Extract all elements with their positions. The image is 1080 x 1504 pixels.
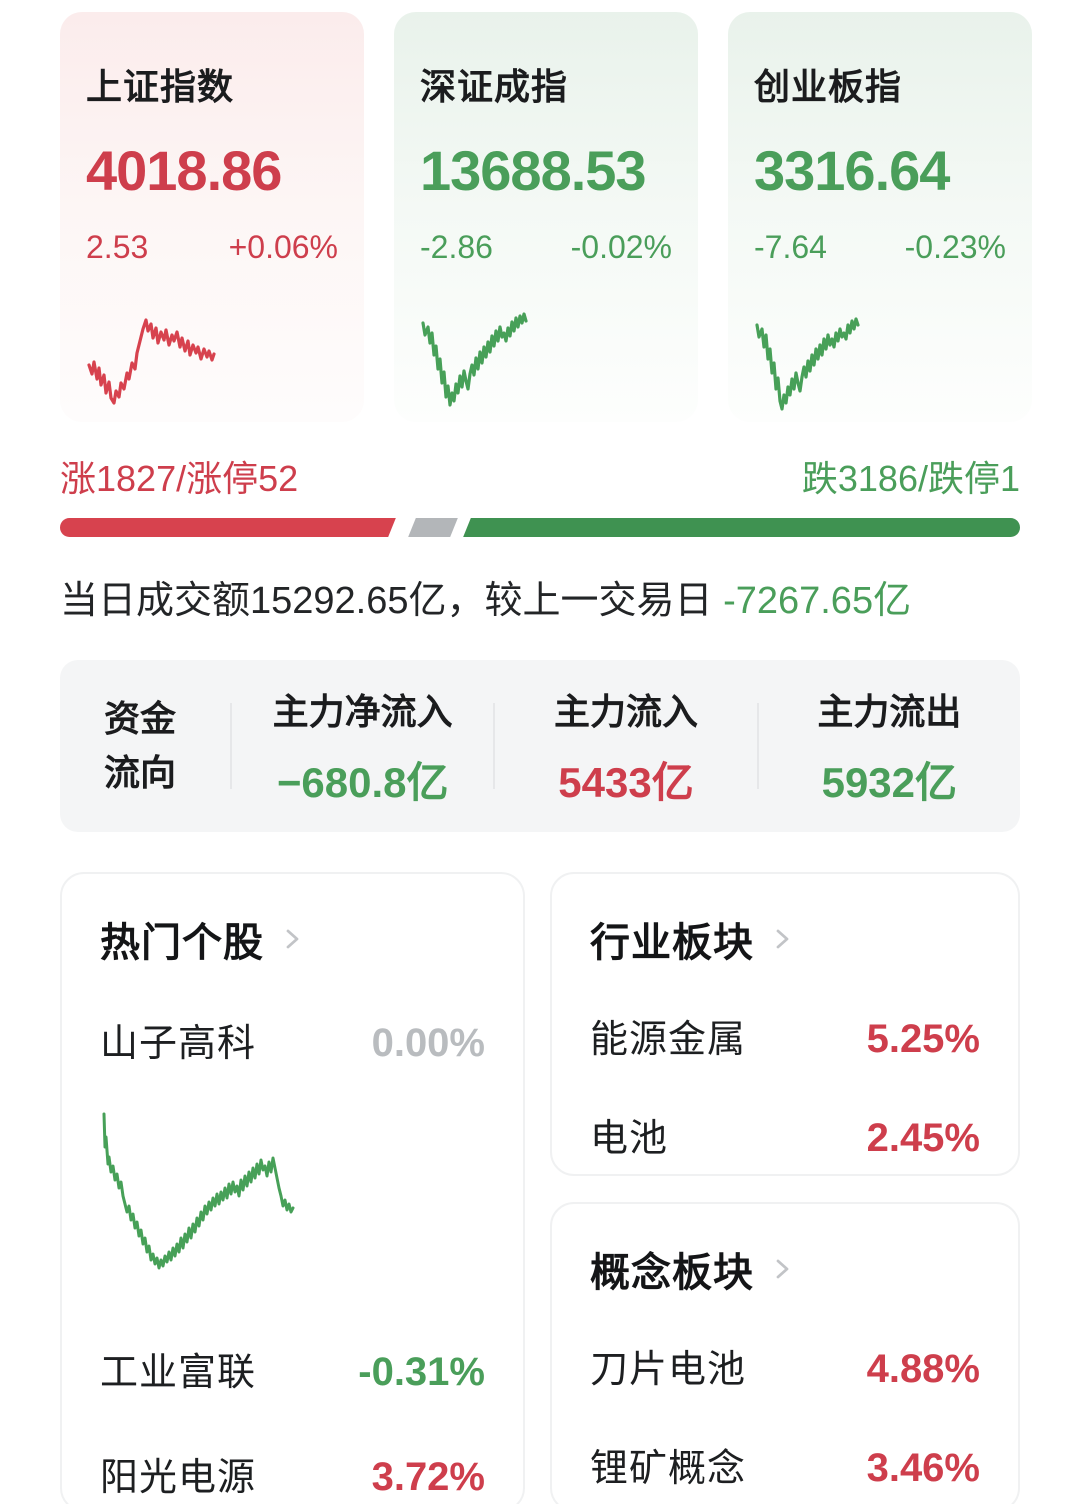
chevron-right-icon bbox=[776, 1259, 789, 1279]
index-change-pct: -0.02% bbox=[570, 229, 672, 265]
stock-row[interactable]: 山子高科 0.00% bbox=[100, 1012, 485, 1067]
stock-change-pct: -0.31% bbox=[358, 1350, 485, 1394]
index-card-shanghai[interactable]: 上证指数 4018.86 2.53 +0.06% bbox=[60, 12, 364, 422]
index-change-row: 2.53 +0.06% bbox=[86, 229, 338, 266]
breadth-bar-down-segment bbox=[463, 518, 1020, 537]
sector-change-pct: 5.25% bbox=[866, 1017, 980, 1061]
sector-name: 刀片电池 bbox=[590, 1349, 747, 1391]
index-change: 2.53 bbox=[86, 229, 149, 265]
market-breadth-row: 涨1827/涨停52 跌3186/跌停1 bbox=[60, 450, 1020, 502]
divider bbox=[493, 703, 496, 789]
concept-sectors-header[interactable]: 概念板块 bbox=[590, 1240, 980, 1298]
sector-name: 锂矿概念 bbox=[590, 1448, 747, 1490]
hot-stocks-header[interactable]: 热门个股 bbox=[100, 910, 485, 968]
index-sparkline-chart bbox=[87, 318, 216, 405]
stock-change-pct: 0.00% bbox=[371, 1021, 485, 1065]
sector-row[interactable]: 电池 2.45% bbox=[590, 1107, 980, 1162]
bottom-cards-grid: 热门个股 山子高科 0.00% 工业富联 -0.31% 阳光电源 3.72% bbox=[60, 872, 1020, 1504]
fund-flow-label-line1: 资金 bbox=[104, 698, 177, 739]
stock-row[interactable]: 工业富联 -0.31% bbox=[100, 1341, 485, 1396]
hot-stocks-title: 热门个股 bbox=[100, 921, 264, 965]
fund-flow-panel: 资金 流向 主力净流入 −680.8亿 主力流入 5433亿 主力流出 5932… bbox=[60, 660, 1020, 832]
index-name: 上证指数 bbox=[86, 66, 235, 107]
fund-col-value: 5932亿 bbox=[821, 758, 958, 806]
index-value: 3316.64 bbox=[754, 139, 950, 202]
index-change-pct: -0.23% bbox=[904, 229, 1006, 265]
sector-change-pct: 3.46% bbox=[866, 1446, 980, 1490]
fund-col-net-inflow: 主力净流入 −680.8亿 bbox=[232, 683, 493, 810]
breadth-progress-bar bbox=[60, 518, 1020, 537]
fund-col-value: 5433亿 bbox=[558, 758, 694, 806]
fund-col-label: 主力流出 bbox=[817, 690, 962, 732]
index-change-pct: +0.06% bbox=[228, 229, 338, 265]
stock-intraday-chart bbox=[102, 1112, 295, 1270]
fund-col-inflow: 主力流入 5433亿 bbox=[495, 683, 756, 810]
stock-name: 工业富联 bbox=[100, 1352, 257, 1394]
stock-name: 山子高科 bbox=[100, 1023, 257, 1065]
breadth-bar-up-segment bbox=[60, 518, 396, 537]
advancers-label: 涨1827/涨停52 bbox=[60, 458, 299, 499]
decliners-label: 跌3186/跌停1 bbox=[801, 458, 1020, 499]
index-sparkline-chart bbox=[755, 317, 860, 411]
turnover-summary: 当日成交额15292.65亿，较上一交易日 -7267.65亿 bbox=[60, 569, 1020, 624]
fund-flow-label: 资金 流向 bbox=[60, 692, 230, 800]
industry-sectors-card: 行业板块 能源金属 5.25% 电池 2.45% bbox=[550, 872, 1020, 1176]
index-card-shenzhen[interactable]: 深证成指 13688.53 -2.86 -0.02% bbox=[394, 12, 698, 422]
sector-change-pct: 4.88% bbox=[866, 1347, 980, 1391]
index-card-chinext[interactable]: 创业板指 3316.64 -7.64 -0.23% bbox=[728, 12, 1032, 422]
index-value: 13688.53 bbox=[420, 139, 647, 202]
index-change: -7.64 bbox=[754, 229, 827, 265]
index-sparkline-chart bbox=[421, 312, 528, 407]
sector-name: 能源金属 bbox=[590, 1019, 747, 1061]
sector-row[interactable]: 刀片电池 4.88% bbox=[590, 1338, 980, 1393]
divider bbox=[756, 703, 759, 789]
index-name: 深证成指 bbox=[420, 66, 569, 107]
index-cards-row: 上证指数 4018.86 2.53 +0.06% 深证成指 13688.53 -… bbox=[60, 12, 1032, 422]
turnover-delta: -7267.65亿 bbox=[723, 580, 912, 622]
fund-col-label: 主力净流入 bbox=[272, 690, 453, 732]
chevron-right-icon bbox=[776, 929, 789, 949]
fund-col-label: 主力流入 bbox=[553, 690, 698, 732]
index-change: -2.86 bbox=[420, 229, 493, 265]
divider bbox=[230, 703, 232, 789]
concept-sectors-card: 概念板块 刀片电池 4.88% 锂矿概念 3.46% bbox=[550, 1202, 1020, 1504]
index-change-row: -7.64 -0.23% bbox=[754, 229, 1006, 266]
chevron-right-icon bbox=[286, 929, 299, 949]
stock-change-pct: 3.72% bbox=[371, 1455, 485, 1499]
index-change-row: -2.86 -0.02% bbox=[420, 229, 672, 266]
breadth-bar-flat-segment bbox=[408, 518, 459, 537]
concept-sectors-title: 概念板块 bbox=[590, 1251, 754, 1295]
turnover-text: 当日成交额15292.65亿，较上一交易日 bbox=[60, 580, 724, 622]
stock-row[interactable]: 阳光电源 3.72% bbox=[100, 1446, 485, 1501]
sector-row[interactable]: 能源金属 5.25% bbox=[590, 1008, 980, 1063]
sector-name: 电池 bbox=[590, 1118, 669, 1160]
industry-sectors-header[interactable]: 行业板块 bbox=[590, 910, 980, 968]
hot-stocks-card: 热门个股 山子高科 0.00% 工业富联 -0.31% 阳光电源 3.72% bbox=[60, 872, 525, 1504]
fund-col-outflow: 主力流出 5932亿 bbox=[759, 683, 1020, 810]
index-value: 4018.86 bbox=[86, 139, 282, 202]
industry-sectors-title: 行业板块 bbox=[590, 921, 754, 965]
fund-col-value: −680.8亿 bbox=[276, 758, 449, 806]
stock-name: 阳光电源 bbox=[100, 1457, 257, 1499]
sector-change-pct: 2.45% bbox=[866, 1116, 980, 1160]
sector-cards-column: 行业板块 能源金属 5.25% 电池 2.45% 概念板块 bbox=[550, 872, 1020, 1504]
sector-row[interactable]: 锂矿概念 3.46% bbox=[590, 1437, 980, 1492]
index-name: 创业板指 bbox=[754, 66, 903, 107]
fund-flow-label-line2: 流向 bbox=[104, 752, 177, 793]
